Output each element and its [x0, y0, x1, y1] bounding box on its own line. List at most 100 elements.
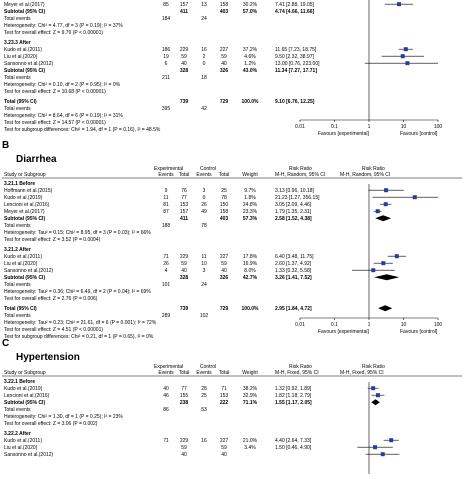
- favours-experimental-label: Favours [experimental]: [318, 329, 369, 335]
- x-tick-label: 1: [368, 124, 371, 130]
- row-total-ctrl: 158: [220, 209, 229, 215]
- row-weight: 9.7%: [244, 188, 256, 194]
- row-total-exp: 155: [180, 393, 189, 399]
- row-label: 3.21.1 Before: [4, 181, 35, 187]
- row-label: Test for overall effect: Z = 10.68 (P < …: [4, 89, 106, 95]
- row-ci: 7.41 [2.88, 19.05]: [275, 2, 315, 8]
- row-label: Heterogeneity: Tau² = 0.15; Chi² = 8.95,…: [4, 230, 151, 236]
- row-events-exp: 211: [162, 75, 170, 81]
- row-label: Liu et al.(2020): [4, 445, 38, 451]
- row-total-ctrl: 326: [220, 275, 229, 281]
- row-label: Test for overall effect: Z = 14.57 (P < …: [4, 120, 106, 126]
- row-weight: 57.0%: [243, 9, 258, 15]
- header-events-ctrl: Events: [196, 172, 212, 178]
- header-risk-ratio-plot: Risk Ratio: [362, 166, 385, 172]
- row-total-ctrl: 59: [221, 445, 227, 451]
- row-ci: 2.60 [1.37, 4.92]: [275, 261, 312, 267]
- row-weight: 24.8%: [243, 202, 258, 208]
- row-total-ctrl: 40: [221, 61, 227, 67]
- row-label: Heterogeneity: Chi² = 0.10, df = 2 (P = …: [4, 82, 121, 88]
- row-label: Subtotal (95% CI): [4, 400, 45, 406]
- header-control: Control: [200, 166, 216, 172]
- row-events-exp: 40: [163, 386, 169, 392]
- row-total-exp: 76: [181, 188, 187, 194]
- row-total-exp: 59: [181, 261, 187, 267]
- row-events-ctrl: 3: [203, 268, 206, 274]
- row-events-ctrl: 0: [203, 61, 206, 67]
- row-events-exp: 81: [163, 202, 169, 208]
- subtotal-diamond: [374, 274, 400, 281]
- row-label: 3.22.2 After: [4, 431, 31, 437]
- row-events-exp: 289: [162, 313, 171, 319]
- row-weight: 42.7%: [243, 275, 258, 281]
- row-events-ctrl: 26: [201, 202, 207, 208]
- row-total-ctrl: 25: [221, 188, 227, 194]
- row-events-exp: 85: [163, 2, 169, 8]
- header-events-ctrl: Events: [196, 370, 212, 376]
- favours-control-label: Favours [control]: [400, 131, 438, 137]
- row-label: Lencioni et al.(2016): [4, 393, 50, 399]
- header-method-plot: M-H, Fixed, 95% CI: [340, 370, 384, 376]
- row-total-ctrl: 153: [220, 393, 229, 399]
- header-risk-ratio: Risk Ratio: [289, 166, 312, 172]
- row-label: Total events: [4, 282, 31, 288]
- row-label: Kudo et al.(2019): [4, 195, 43, 201]
- row-events-ctrl: 24: [201, 282, 207, 288]
- row-ci: 3.05 [2.09, 4.46]: [275, 202, 312, 208]
- study-square: [403, 47, 408, 52]
- row-events-ctrl: 25: [201, 393, 207, 399]
- row-ci: 13.00 [0.76, 223.00]: [275, 61, 320, 67]
- row-events-exp: 186: [162, 47, 171, 53]
- row-events-ctrl: 16: [201, 438, 207, 444]
- row-ci: 2.58 [1.52, 4.38]: [275, 216, 312, 222]
- row-weight: 21.0%: [243, 438, 258, 444]
- row-label: Test for overall effect: Z = 3.06 (P = 0…: [4, 421, 98, 427]
- row-total-exp: 328: [180, 68, 189, 74]
- header-method: M-H, Fixed, 95% CI: [275, 370, 319, 376]
- row-label: Heterogeneity: Tau² = 0.36; Chi² = 6.49,…: [4, 289, 151, 295]
- row-label: Total events: [4, 75, 31, 81]
- row-ci: 1.33 [0.32, 5.58]: [275, 268, 312, 274]
- header-total-ctrl: Total: [219, 172, 230, 178]
- row-label: Subtotal (95% CI): [4, 68, 45, 74]
- header-method-plot: M-H, Random, 95% CI: [340, 172, 390, 178]
- study-square: [375, 209, 380, 214]
- row-events-ctrl: 78: [201, 223, 207, 229]
- row-total-ctrl: 729: [220, 99, 229, 105]
- row-label: Liu et al.(2020): [4, 261, 38, 267]
- row-ci: 21.23 [1.27, 356.15]: [275, 195, 320, 201]
- row-label: Kudo et al.(2011): [4, 438, 42, 444]
- row-label: Liu et al.(2020): [4, 54, 38, 60]
- row-weight: 100.0%: [242, 306, 260, 312]
- header-risk-ratio: Risk Ratio: [289, 364, 312, 370]
- study-square: [383, 202, 388, 207]
- study-square: [400, 54, 405, 59]
- row-events-ctrl: 18: [201, 75, 207, 81]
- row-total-exp: 411: [180, 9, 188, 15]
- x-tick-label: 0.01: [295, 322, 305, 328]
- row-label: Kudo et al.(2011): [4, 254, 42, 260]
- favours-experimental-label: Favours [experimental]: [318, 131, 369, 137]
- row-total-ctrl: 158: [220, 2, 229, 8]
- row-label: Heterogeneity: Chi² = 8.64, df = 6 (P = …: [4, 113, 123, 119]
- row-weight: 37.2%: [243, 47, 258, 53]
- row-label: 3.21.2 After: [4, 247, 31, 253]
- row-weight: 8.0%: [244, 268, 256, 274]
- row-events-ctrl: 24: [201, 16, 207, 22]
- row-label: Total events: [4, 16, 31, 22]
- row-total-ctrl: 227: [220, 438, 229, 444]
- row-ci: 3.13 [0.96, 10.18]: [275, 188, 315, 194]
- row-total-ctrl: 40: [221, 452, 227, 458]
- row-total-ctrl: 403: [220, 216, 229, 222]
- row-events-ctrl: 0: [203, 195, 206, 201]
- row-events-exp: 19: [163, 54, 169, 60]
- row-events-exp: 26: [163, 261, 169, 267]
- row-label: Meyer et al.(2017): [4, 209, 45, 215]
- row-label: Total events: [4, 223, 31, 229]
- row-label: 3.22.1 Before: [4, 379, 35, 385]
- subtotal-diamond: [371, 399, 380, 406]
- header-total-exp: Total: [179, 370, 190, 376]
- row-total-ctrl: 78: [221, 195, 227, 201]
- favours-control-label: Favours [control]: [400, 329, 438, 335]
